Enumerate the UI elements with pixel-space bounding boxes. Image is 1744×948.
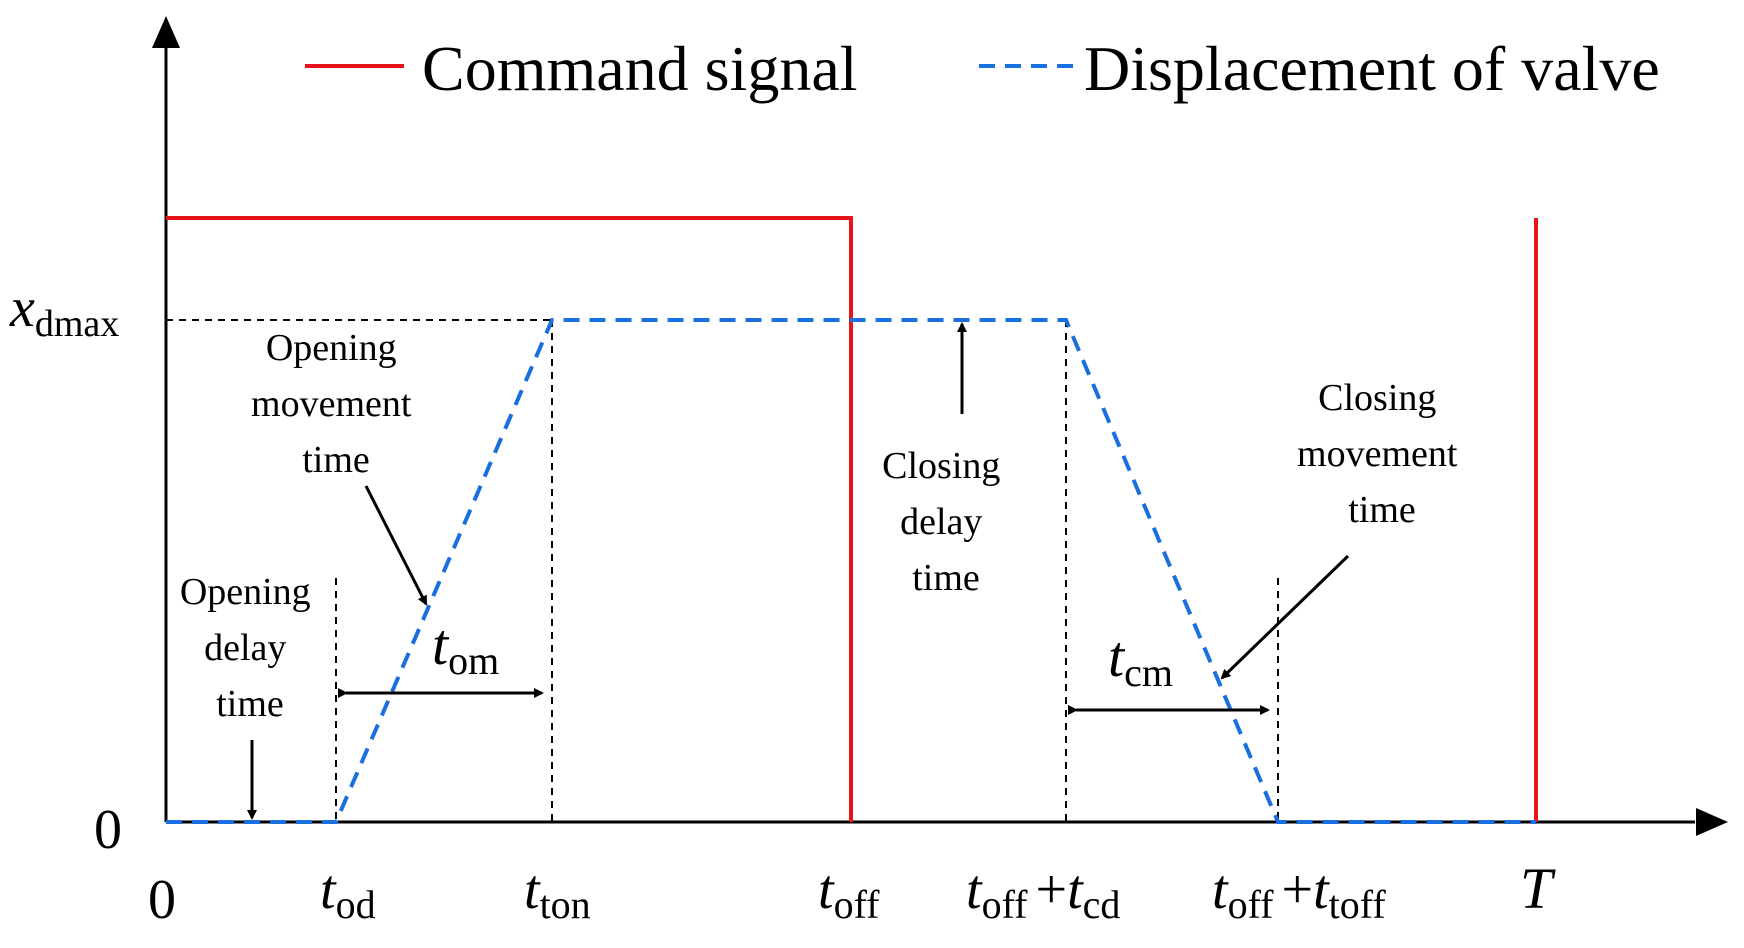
y-xmax-label: xdmax bbox=[9, 277, 119, 345]
opening-movement-arrow bbox=[364, 485, 428, 606]
legend-displacement-label: Displacement of valve bbox=[1084, 33, 1660, 104]
opening-movement-label: Opening movement time bbox=[251, 327, 421, 481]
x-period-label: T bbox=[1520, 856, 1556, 921]
x-axis-arrow-icon bbox=[1696, 808, 1728, 836]
x-toff-tcd-label: toff +tcd bbox=[966, 859, 1120, 927]
tcm-label: tcm bbox=[1108, 624, 1173, 695]
opening-delay-label: Opening delay time bbox=[180, 571, 320, 725]
y-axis-arrow-icon bbox=[152, 16, 180, 48]
legend-command-label: Command signal bbox=[422, 33, 858, 104]
x-ton-label: tton bbox=[524, 859, 591, 927]
x-tod-label: tod bbox=[320, 859, 376, 927]
tom-label: tom bbox=[432, 612, 499, 683]
x-toff-label: toff bbox=[818, 859, 880, 927]
x-origin-label: 0 bbox=[148, 869, 176, 931]
y-zero-label: 0 bbox=[94, 799, 122, 861]
valve-displacement-line bbox=[166, 318, 1536, 824]
closing-movement-arrow bbox=[1220, 554, 1350, 680]
closing-movement-label: Closing movement time bbox=[1297, 377, 1467, 531]
closing-delay-label: Closing delay time bbox=[882, 445, 1010, 599]
x-toff-ttoff-label: toff +ttoff bbox=[1212, 859, 1386, 927]
command-signal-line bbox=[166, 216, 853, 822]
